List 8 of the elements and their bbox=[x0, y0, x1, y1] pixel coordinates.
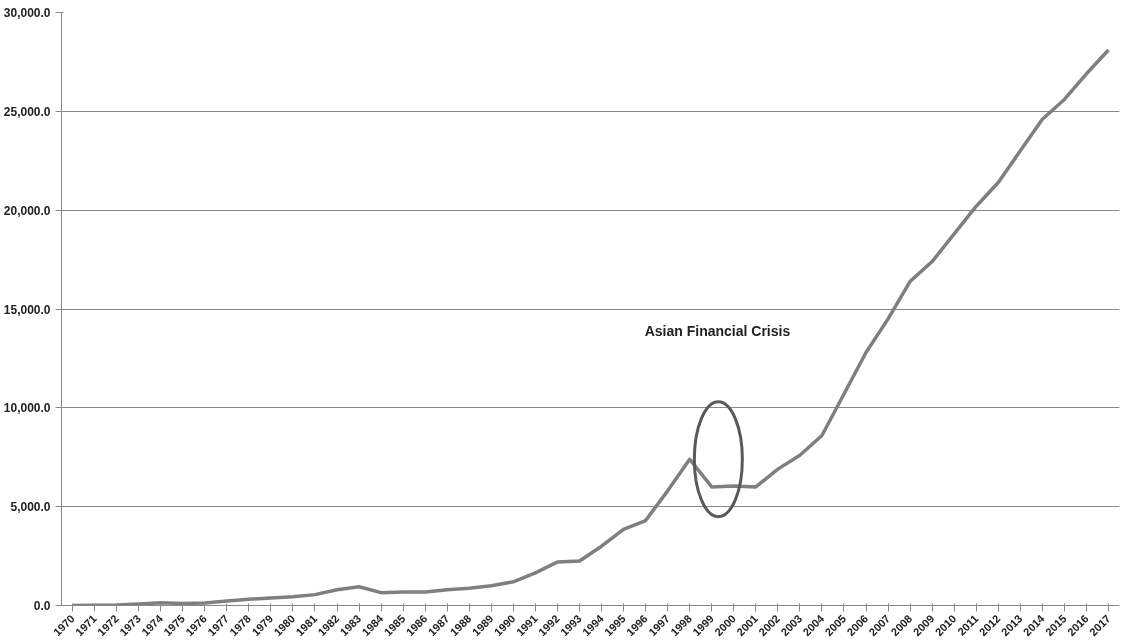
y-tick-label: 15,000.0 bbox=[3, 302, 51, 317]
y-tick-label: 20,000.0 bbox=[3, 203, 51, 218]
annotation: Asian Financial Crisis bbox=[644, 322, 791, 339]
y-tick-label: 30,000.0 bbox=[3, 6, 51, 20]
y-tick-label: 0.0 bbox=[33, 599, 51, 613]
y-tick-label: 10,000.0 bbox=[3, 401, 51, 416]
y-tick-label: 25,000.0 bbox=[3, 104, 51, 119]
y-tick-label: 5,000.0 bbox=[10, 500, 51, 515]
